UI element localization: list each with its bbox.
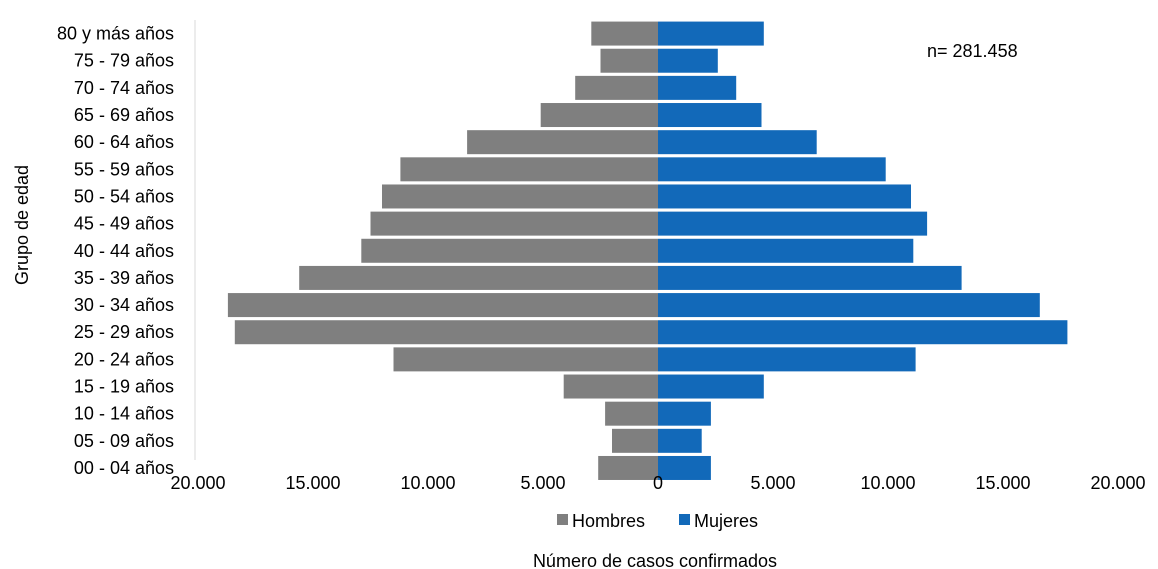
category-label-6: 30 - 34 años xyxy=(74,295,174,315)
bar-mujeres-5 xyxy=(658,320,1068,345)
bar-hombres-11 xyxy=(400,157,658,182)
x-tick-1: 15.000 xyxy=(285,473,340,493)
category-label-0: 00 - 04 años xyxy=(74,458,174,478)
x-tick-2: 10.000 xyxy=(400,473,455,493)
x-tick-5: 5.000 xyxy=(750,473,795,493)
bar-hombres-8 xyxy=(361,238,658,263)
category-label-16: 80 y más años xyxy=(57,24,174,44)
legend-label-mujeres: Mujeres xyxy=(694,511,758,531)
x-tick-6: 10.000 xyxy=(860,473,915,493)
bar-hombres-7 xyxy=(299,265,658,290)
category-label-13: 65 - 69 años xyxy=(74,105,174,125)
bar-mujeres-0 xyxy=(658,455,711,480)
legend-label-hombres: Hombres xyxy=(572,511,645,531)
y-axis-title: Grupo de edad xyxy=(12,165,32,285)
x-tick-0: 20.000 xyxy=(170,473,225,493)
bar-mujeres-1 xyxy=(658,428,702,453)
bar-hombres-12 xyxy=(467,130,658,155)
x-tick-labels: 20.000 15.000 10.000 5.000 0 5.000 10.000 15.00… xyxy=(170,473,1145,493)
bar-hombres-2 xyxy=(605,401,658,426)
bar-hombres-14 xyxy=(575,75,658,100)
bar-mujeres-8 xyxy=(658,238,914,263)
x-axis-title: Número de casos confirmados xyxy=(533,551,777,569)
bar-hombres-16 xyxy=(591,21,658,46)
bar-mujeres-7 xyxy=(658,265,962,290)
bar-mujeres-3 xyxy=(658,374,764,399)
legend-swatch-mujeres xyxy=(679,514,690,525)
x-tick-4: 0 xyxy=(653,473,663,493)
bar-mujeres-13 xyxy=(658,103,762,128)
bar-hombres-15 xyxy=(600,48,658,73)
bar-hombres-0 xyxy=(598,455,658,480)
x-tick-7: 15.000 xyxy=(975,473,1030,493)
bar-mujeres-11 xyxy=(658,157,886,182)
bar-hombres-1 xyxy=(612,428,658,453)
category-label-3: 15 - 19 años xyxy=(74,377,174,397)
annotation-n: n= 281.458 xyxy=(927,41,1018,61)
bar-mujeres-14 xyxy=(658,75,737,100)
category-label-8: 40 - 44 años xyxy=(74,241,174,261)
category-label-5: 25 - 29 años xyxy=(74,322,174,342)
legend: Hombres Mujeres xyxy=(557,511,758,531)
category-label-1: 05 - 09 años xyxy=(74,431,174,451)
bar-mujeres-12 xyxy=(658,130,817,155)
bar-hombres-9 xyxy=(370,211,658,236)
x-tick-8: 20.000 xyxy=(1090,473,1145,493)
bar-hombres-10 xyxy=(382,184,658,209)
bar-hombres-13 xyxy=(540,103,658,128)
category-label-2: 10 - 14 años xyxy=(74,404,174,424)
legend-swatch-hombres xyxy=(557,514,568,525)
category-label-9: 45 - 49 años xyxy=(74,214,174,234)
bar-hombres-5 xyxy=(234,320,659,345)
category-label-15: 75 - 79 años xyxy=(74,51,174,71)
bar-mujeres-15 xyxy=(658,48,718,73)
bars-group xyxy=(227,21,1068,480)
bar-mujeres-16 xyxy=(658,21,764,46)
category-label-10: 50 - 54 años xyxy=(74,186,174,206)
bar-hombres-6 xyxy=(227,293,658,318)
category-label-7: 35 - 39 años xyxy=(74,268,174,288)
bar-mujeres-9 xyxy=(658,211,928,236)
bar-mujeres-2 xyxy=(658,401,711,426)
category-labels: 00 - 04 años 05 - 09 años 10 - 14 años 15 -… xyxy=(57,24,174,478)
bar-mujeres-10 xyxy=(658,184,911,209)
x-tick-3: 5.000 xyxy=(520,473,565,493)
category-label-12: 60 - 64 años xyxy=(74,132,174,152)
bar-hombres-4 xyxy=(393,347,658,372)
bar-hombres-3 xyxy=(563,374,658,399)
category-label-14: 70 - 74 años xyxy=(74,78,174,98)
category-label-11: 55 - 59 años xyxy=(74,159,174,179)
bar-mujeres-4 xyxy=(658,347,916,372)
category-label-4: 20 - 24 años xyxy=(74,349,174,369)
bar-mujeres-6 xyxy=(658,293,1040,318)
